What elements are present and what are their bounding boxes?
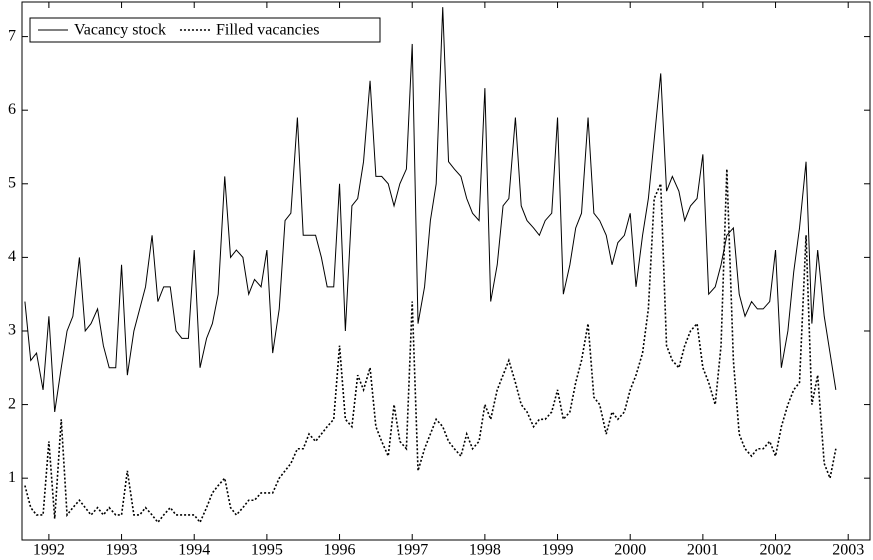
y-tick-label: 7 [8, 27, 16, 44]
x-tick-label: 1998 [469, 542, 501, 559]
x-tick-label: 1999 [542, 542, 574, 559]
x-tick-label: 1992 [33, 542, 65, 559]
plot-frame [21, 1, 871, 541]
y-tick-label: 3 [8, 322, 16, 339]
y-tick-label: 2 [8, 395, 16, 412]
x-tick-label: 1994 [178, 542, 210, 559]
legend-label: Filled vacancies [216, 22, 320, 39]
series-line [24, 7, 837, 413]
x-tick-label: 1997 [396, 542, 428, 559]
y-tick-label: 4 [8, 248, 16, 265]
y-tick-label: 6 [8, 101, 16, 118]
legend-label: Vacancy stock [74, 22, 166, 39]
x-tick-label: 2002 [760, 542, 792, 559]
legend: Vacancy stock Filled vacancies [29, 17, 381, 43]
x-tick-label: 2003 [832, 542, 864, 559]
x-tick-label: 1995 [251, 542, 283, 559]
x-tick-label: 1993 [106, 542, 138, 559]
y-tick-label: 1 [8, 469, 16, 486]
x-tick-label: 2001 [687, 542, 719, 559]
y-tick-label: 5 [8, 174, 16, 191]
series-line [24, 169, 837, 524]
x-tick-label: 2000 [614, 542, 646, 559]
x-tick-label: 1996 [324, 542, 356, 559]
